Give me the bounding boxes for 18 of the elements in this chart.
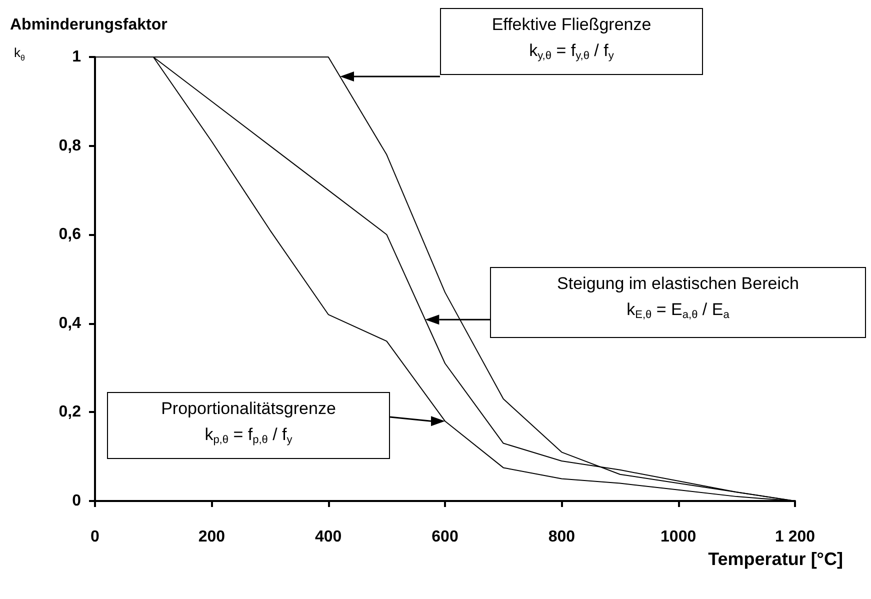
y-tick-label: 1 [72, 48, 82, 66]
annotation: Proportionalitätsgrenze k$_{p,θ}$ = f$_{p,θ}$ / f$_{y}$ [160, 398, 337, 448]
x-tick-label: 800 [548, 528, 576, 546]
x-tick-label: 1 200 [774, 528, 816, 546]
y-tick-label: 0,4 [58, 314, 82, 332]
annotation: Effektive Fließgrenze k$_{y,θ}$ = f$_{y,θ}$ / f$_{y}$ [490, 14, 652, 64]
y-tick-label: 0,6 [58, 226, 82, 244]
x-tick-label: 1000 [660, 528, 696, 546]
y-tick-label: 0 [72, 492, 82, 510]
x-tick-label: 200 [198, 528, 226, 546]
x-tick-label: 600 [432, 528, 458, 546]
annotation: Steigung im elastischen Bereich k$_{E,θ}$ = E$_{a,θ}$ / E$_{a}$ [556, 273, 800, 323]
x-tick-label: 400 [314, 528, 342, 546]
x-tick-label: 0 [90, 528, 100, 546]
y-tick-label: 0,8 [58, 137, 82, 154]
x-axis-title: Temperatur [°C] [708, 549, 844, 569]
y-tick-label: 0,2 [58, 404, 82, 421]
chart-title: Abminderungsfaktor [10, 16, 168, 34]
